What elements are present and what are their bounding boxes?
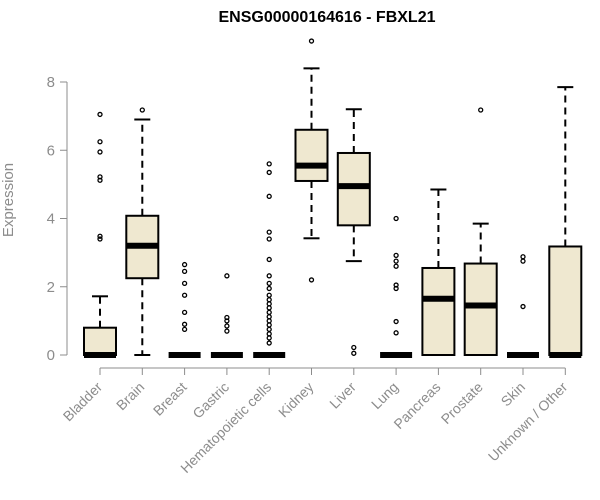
x-category-label: Lung xyxy=(368,379,401,412)
y-axis-label: Expression xyxy=(0,163,17,237)
outlier-point xyxy=(266,280,272,286)
x-category-label: Unknown / Other xyxy=(485,379,571,465)
outlier-point xyxy=(478,107,484,113)
outlier-point xyxy=(181,261,188,268)
outlier-point xyxy=(181,309,188,315)
outlier-point xyxy=(266,229,272,235)
outlier-point xyxy=(97,111,103,118)
outlier-point xyxy=(97,174,103,180)
axes-group: 0 2 4 6 8 xyxy=(47,74,566,375)
outlier-point xyxy=(181,292,188,298)
outlier-point xyxy=(393,282,399,288)
outlier-point xyxy=(181,321,188,327)
box-hematopoietic-cells xyxy=(253,161,286,358)
outlier-point xyxy=(266,335,272,341)
outlier-point xyxy=(393,318,399,325)
chart-title: ENSG00000164616 - FBXL21 xyxy=(218,9,435,26)
outlier-point xyxy=(266,285,272,292)
box-iqr xyxy=(548,245,583,356)
box-breast xyxy=(168,261,201,358)
outlier-point xyxy=(97,236,103,242)
outlier-point xyxy=(308,277,315,283)
outlier-point xyxy=(266,340,272,346)
y-tick-label: 2 xyxy=(47,279,55,296)
x-category-label: Breast xyxy=(150,379,190,419)
outlier-point xyxy=(266,331,272,337)
outlier-point xyxy=(97,149,103,155)
outlier-point xyxy=(266,301,272,307)
outlier-point xyxy=(266,305,272,311)
outlier-point xyxy=(224,323,230,329)
y-tick-label: 8 xyxy=(47,74,55,91)
outlier-point xyxy=(224,273,230,279)
outlier-point xyxy=(393,330,399,336)
x-category-label: Pancreas xyxy=(390,379,443,432)
boxes-group xyxy=(83,38,583,358)
outlier-point xyxy=(97,139,103,145)
box-pancreas xyxy=(421,188,456,357)
outlier-point xyxy=(393,258,399,264)
box-gastric xyxy=(210,273,243,358)
outlier-point xyxy=(97,233,103,239)
outlier-point xyxy=(266,161,272,167)
outlier-point xyxy=(266,256,272,263)
box-bladder xyxy=(83,111,117,358)
outlier-point xyxy=(266,236,272,242)
outlier-point xyxy=(266,314,272,320)
outlier-point xyxy=(139,107,145,113)
x-category-label: Brain xyxy=(113,379,147,413)
outlier-point xyxy=(266,193,272,199)
box-iqr xyxy=(83,326,117,357)
box-iqr xyxy=(421,266,456,357)
outlier-point xyxy=(520,258,526,264)
box-iqr xyxy=(336,151,371,227)
outlier-point xyxy=(224,314,230,321)
box-brain xyxy=(125,107,160,356)
outlier-point xyxy=(224,328,230,334)
box-liver xyxy=(336,108,371,356)
outlier-point xyxy=(181,268,188,275)
box-lung xyxy=(380,215,413,358)
box-skin xyxy=(507,254,539,358)
outlier-point xyxy=(351,344,357,351)
x-category-label: Bladder xyxy=(60,379,106,425)
outlier-point xyxy=(393,215,399,222)
box-unknown-other xyxy=(548,86,583,358)
outlier-point xyxy=(393,263,399,269)
y-tick-label: 6 xyxy=(47,142,55,159)
outlier-point xyxy=(181,280,188,286)
x-category-label: Liver xyxy=(326,379,359,412)
box-iqr xyxy=(463,262,498,357)
outlier-point xyxy=(351,350,357,356)
outlier-point xyxy=(266,169,272,176)
outlier-point xyxy=(266,309,272,315)
x-category-label: Prostate xyxy=(438,379,486,427)
outlier-point xyxy=(181,326,188,333)
outlier-point xyxy=(266,322,272,328)
outlier-point xyxy=(393,252,399,259)
box-iqr xyxy=(294,128,329,182)
outlier-point xyxy=(266,318,272,324)
box-kidney xyxy=(294,38,329,283)
outlier-point xyxy=(266,297,272,303)
outlier-point xyxy=(520,303,526,310)
outlier-point xyxy=(266,292,272,298)
y-tick-label: 0 xyxy=(47,347,55,364)
x-category-label: Skin xyxy=(498,379,529,410)
outlier-point xyxy=(266,326,272,333)
y-tick-label: 4 xyxy=(47,211,55,228)
outlier-point xyxy=(308,38,315,44)
outlier-point xyxy=(520,254,526,260)
x-category-label: Kidney xyxy=(275,379,317,421)
outlier-point xyxy=(266,273,272,279)
box-prostate xyxy=(463,107,498,357)
